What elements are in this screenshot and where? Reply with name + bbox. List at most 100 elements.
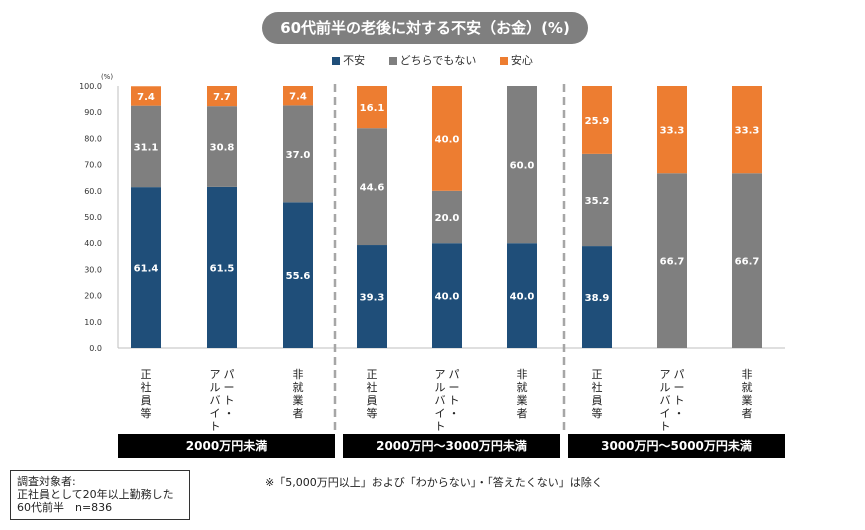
category-label-char: ト [210, 420, 221, 433]
category-label-char: 等 [367, 406, 378, 420]
category-label-char: ー [674, 381, 685, 394]
category-label-char: ー [224, 381, 235, 394]
survey-line-2: 60代前半 n=836 [17, 501, 113, 514]
y-axis-unit: (%) [101, 73, 113, 81]
category-label-char: 等 [141, 406, 152, 420]
data-label: 55.6 [286, 271, 311, 282]
legend-swatch-secure [499, 57, 508, 65]
bar-segment [432, 86, 462, 191]
bar-segment [283, 105, 313, 203]
category-label-char: 者 [742, 407, 753, 420]
data-label: 35.2 [585, 196, 610, 207]
category-label-char: ト [224, 394, 235, 407]
data-label: 60.0 [510, 161, 535, 172]
category-label-char: ア [660, 368, 671, 381]
legend-item-neutral: どちらでもない [388, 52, 477, 68]
data-label: 30.8 [210, 143, 235, 154]
data-label: 61.5 [210, 263, 235, 274]
data-label: 44.6 [360, 183, 385, 194]
bar-segment [207, 106, 237, 187]
category-label-char: 非 [742, 368, 753, 381]
legend: 不安 どちらでもない 安心 [0, 52, 865, 68]
bar-segment [283, 202, 313, 348]
category-label-char: ー [449, 381, 460, 394]
data-label: 20.0 [435, 213, 460, 224]
bar-segment [732, 173, 762, 348]
category-label-char: 就 [517, 380, 528, 394]
category-label-char: 業 [293, 394, 304, 407]
survey-line-1: 正社員として20年以上勤務した [17, 488, 174, 501]
category-label-char: ル [435, 381, 446, 394]
data-label: 16.1 [360, 103, 385, 114]
group-label-30m-50m: 3000万円～5000万円未満 [568, 434, 785, 458]
data-label: 38.9 [585, 293, 610, 304]
category-label-char: ト [435, 420, 446, 433]
category-label-char: 等 [592, 406, 603, 420]
group-label-20m-30m: 2000万円～3000万円未満 [343, 434, 560, 458]
stacked-bar-chart: 0.0 10.0 20.0 30.0 40.0 50.0 60.0 70.0 80.0 90.0 1… [79, 73, 785, 433]
bar-segment [131, 105, 161, 188]
legend-item-anxious: 不安 [332, 52, 365, 68]
category-label-char: 社 [367, 380, 378, 394]
data-label: 66.7 [660, 257, 685, 268]
category-label-char: 員 [367, 394, 378, 407]
y-tick-label: 50.0 [84, 213, 102, 222]
category-label-char: バ [660, 394, 671, 407]
category-label-char: 者 [517, 407, 528, 420]
bar-segment [582, 246, 612, 348]
category-label-char: パ [674, 368, 685, 381]
category-label-char: 非 [517, 368, 528, 381]
data-label: 7.7 [213, 92, 231, 103]
legend-label-neutral: どちらでもない [399, 54, 477, 67]
bar-segment [582, 153, 612, 247]
data-label: 61.4 [134, 264, 159, 275]
bar-segment [432, 190, 462, 244]
data-label: 33.3 [735, 126, 760, 137]
bar-segment [207, 86, 237, 107]
bar-segment [357, 128, 387, 246]
y-tick-label: 60.0 [84, 187, 102, 196]
bar-segment [207, 186, 237, 348]
category-label-char: 社 [141, 380, 152, 394]
category-label-char: 業 [742, 394, 753, 407]
y-tick-label: 20.0 [84, 292, 102, 301]
bar-segment [131, 86, 161, 106]
category-label-char: 非 [293, 368, 304, 381]
data-label: 40.0 [435, 134, 460, 145]
category-label-char: 就 [742, 380, 753, 394]
bar-segment [432, 243, 462, 348]
data-label: 25.9 [585, 116, 610, 127]
legend-swatch-anxious [332, 57, 341, 65]
legend-item-secure: 安心 [499, 52, 533, 68]
category-label-char: ト [449, 394, 460, 407]
category-label-char: 社 [592, 380, 603, 394]
legend-swatch-neutral [388, 57, 397, 65]
y-tick-label: 30.0 [84, 265, 102, 274]
bar-segment [657, 86, 687, 174]
y-tick-label: 0.0 [89, 344, 102, 353]
chart-title: 60代前半の老後に対する不安（お金）(%) [262, 12, 588, 44]
category-label-char: イ [660, 407, 671, 420]
category-label-char: 業 [517, 394, 528, 407]
bar-segment [283, 86, 313, 106]
y-tick-label: 10.0 [84, 318, 102, 327]
data-label: 33.3 [660, 126, 685, 137]
y-tick-label: 40.0 [84, 239, 102, 248]
category-label-char: ル [660, 381, 671, 394]
data-label: 39.3 [360, 293, 385, 304]
category-label-char: 正 [367, 368, 378, 381]
category-label-char: バ [435, 394, 446, 407]
y-tick-label: 80.0 [84, 134, 102, 143]
category-label-char: 就 [293, 380, 304, 394]
category-label-char: 正 [592, 368, 603, 381]
category-label-char: 正 [141, 368, 152, 381]
bar-segment [357, 245, 387, 348]
category-label-char: ト [674, 394, 685, 407]
category-label-char: 員 [592, 394, 603, 407]
y-tick-label: 90.0 [84, 108, 102, 117]
data-label: 66.7 [735, 257, 760, 268]
legend-label-secure: 安心 [510, 54, 533, 67]
data-label: 7.4 [137, 92, 155, 103]
category-label-char: ・ [674, 407, 685, 420]
bar-segment [507, 243, 537, 348]
